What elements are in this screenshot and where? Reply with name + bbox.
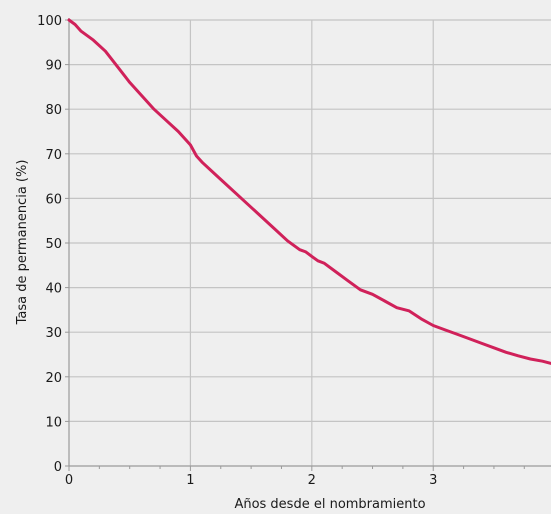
y-tick-label: 100 bbox=[37, 14, 62, 29]
y-tick-label: 70 bbox=[45, 148, 62, 163]
axes bbox=[65, 18, 551, 471]
y-tick-label: 0 bbox=[54, 460, 62, 475]
series-line bbox=[67, 18, 551, 365]
x-tick-label: 1 bbox=[186, 473, 194, 488]
x-tick-label: 2 bbox=[308, 473, 316, 488]
y-tick-label: 80 bbox=[45, 103, 62, 118]
y-tick-label: 90 bbox=[45, 59, 62, 74]
y-axis-title: Tasa de permanencia (%) bbox=[15, 160, 30, 326]
y-tick-labels: 0 10 20 30 40 50 60 70 80 90 100 bbox=[37, 14, 62, 475]
y-tick-label: 20 bbox=[45, 371, 62, 386]
x-tick-label: 3 bbox=[429, 473, 437, 488]
y-tick-label: 40 bbox=[45, 282, 62, 297]
y-tick-label: 10 bbox=[45, 415, 62, 430]
x-tick-label: 0 bbox=[65, 473, 73, 488]
y-tick-label: 30 bbox=[45, 326, 62, 341]
y-tick-label: 60 bbox=[45, 192, 62, 207]
x-tick-labels: 0 1 2 3 bbox=[65, 473, 438, 488]
series-group bbox=[67, 18, 551, 365]
grid-lines bbox=[69, 19, 551, 466]
x-axis-title: Años desde el nombramiento bbox=[234, 497, 425, 512]
y-tick-label: 50 bbox=[45, 237, 62, 252]
